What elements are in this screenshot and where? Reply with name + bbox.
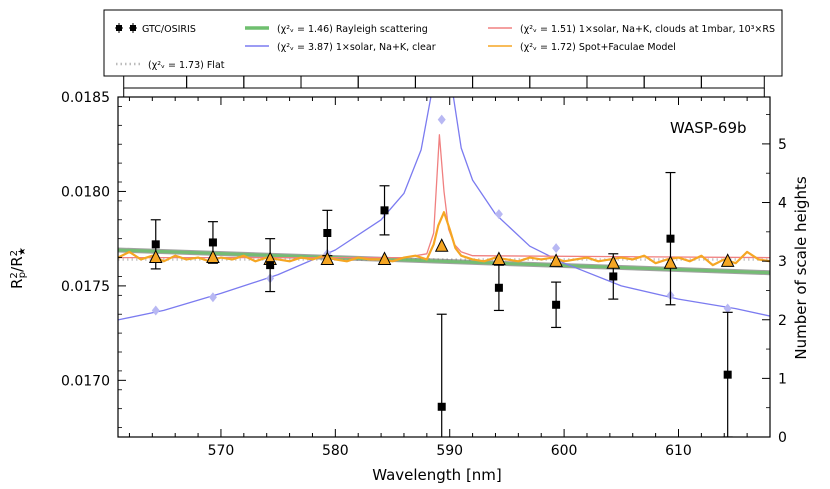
wavelength-bin: [300, 75, 359, 89]
y-right-tick-label: 0: [778, 430, 787, 446]
x-tick-label: 610: [665, 443, 692, 459]
data-point: [437, 402, 446, 411]
y-right-tick-label: 4: [778, 196, 787, 212]
data-point: [380, 206, 389, 215]
y-tick-label: 0.0185: [61, 90, 110, 106]
wavelength-bin: [529, 75, 588, 89]
rayleigh-line: [118, 248, 770, 275]
x-tick-label: 590: [436, 443, 463, 459]
wavelength-bin: [472, 75, 531, 89]
wavelength-bin: [123, 75, 188, 89]
y-right-tick-label: 3: [778, 254, 787, 270]
wavelength-bin: [357, 75, 416, 89]
x-axis-title: Wavelength [nm]: [372, 466, 502, 484]
y-axis-title: R2p/R2★: [8, 247, 28, 289]
spot-faculae-point: [148, 249, 163, 264]
data-point: [723, 370, 732, 379]
data-point: [208, 238, 217, 247]
plot-area: [118, 97, 770, 437]
clear-model-point: [151, 305, 160, 316]
spot-faculae-point: [206, 249, 220, 264]
legend-item: (χ²ᵥ = 1.73) Flat: [116, 60, 225, 71]
axes: 570 580 590 600 610 0.0170 0.0175 0.0180 0.0185 0…: [61, 90, 787, 459]
spot-faculae-line: [118, 211, 770, 267]
clear-model-point: [494, 209, 503, 220]
y-right-tick-label: 1: [778, 371, 787, 387]
x-tick-label: 570: [208, 443, 235, 459]
y-tick-label: 0.0170: [61, 373, 110, 389]
legend-label: (χ²ᵥ = 1.46) Rayleigh scattering: [277, 24, 428, 35]
series-group: [118, 97, 770, 437]
spot-faculae-point: [320, 251, 335, 265]
wavelength-bin: [700, 75, 765, 89]
wavelength-bins: [123, 75, 765, 97]
wavelength-bin: [186, 75, 245, 89]
legend-marker: [130, 25, 136, 31]
y-axis-title-right: Number of scale heights: [792, 176, 810, 359]
legend-marker: [116, 25, 122, 31]
legend-item: (χ²ᵥ = 1.72) Spot+Faculae Model: [488, 42, 676, 53]
legend-frame: [103, 9, 783, 77]
legend-label: (χ²ᵥ = 1.72) Spot+Faculae Model: [520, 42, 676, 53]
legend-item: (χ²ᵥ = 3.87) 1×solar, Na+K, clear: [245, 42, 436, 53]
spot-faculae-point: [377, 251, 392, 265]
wavelength-bin: [643, 75, 702, 89]
y-tick-label: 0.0180: [61, 184, 110, 200]
legend-item: (χ²ᵥ = 1.51) 1×solar, Na+K, clouds at 1m…: [488, 24, 775, 35]
data-point: [151, 240, 160, 249]
legend-label: (χ²ᵥ = 1.73) Flat: [148, 60, 225, 71]
cloud-model-line: [118, 134, 770, 259]
wavelength-bin: [243, 75, 302, 89]
legend-item: (χ²ᵥ = 1.46) Rayleigh scattering: [245, 24, 428, 35]
plot-frame: [117, 96, 771, 438]
spot-faculae-point: [663, 255, 678, 269]
clear-model-point: [723, 303, 732, 314]
clear-model-point: [552, 243, 561, 254]
legend-item: GTC/OSIRIS: [115, 23, 196, 35]
data-point: [552, 300, 561, 309]
spot-faculae-point: [434, 238, 449, 252]
data-point: [266, 261, 275, 270]
clear-model-point: [437, 114, 446, 125]
x-tick-label: 600: [551, 443, 578, 459]
data-point: [494, 283, 503, 292]
y-tick-label: 0.0175: [61, 279, 110, 295]
spot-faculae-point: [492, 251, 506, 265]
wavelength-bin: [414, 75, 474, 89]
spot-faculae-point: [549, 253, 563, 267]
legend-label: GTC/OSIRIS: [142, 24, 196, 35]
x-tick-label: 580: [322, 443, 349, 459]
clear-model-line: [118, 97, 770, 321]
spot-faculae-point: [720, 253, 735, 267]
planet-annotation: WASP-69b: [670, 119, 747, 137]
data-point: [609, 272, 618, 281]
legend-label: (χ²ᵥ = 1.51) 1×solar, Na+K, clouds at 1m…: [520, 24, 775, 35]
legend: GTC/OSIRIS (χ²ᵥ = 1.46) Rayleigh scatteri…: [103, 9, 783, 77]
clear-model-point: [208, 292, 217, 303]
legend-label: (χ²ᵥ = 3.87) 1×solar, Na+K, clear: [277, 42, 436, 53]
y-right-tick-label: 2: [778, 313, 787, 329]
wavelength-bin: [586, 75, 645, 89]
y-axis-title-left: R2p/R2★: [8, 247, 28, 289]
data-point: [666, 234, 675, 243]
y-right-tick-label: 5: [778, 137, 787, 153]
spot-faculae-point: [606, 255, 621, 269]
data-point: [323, 229, 332, 237]
